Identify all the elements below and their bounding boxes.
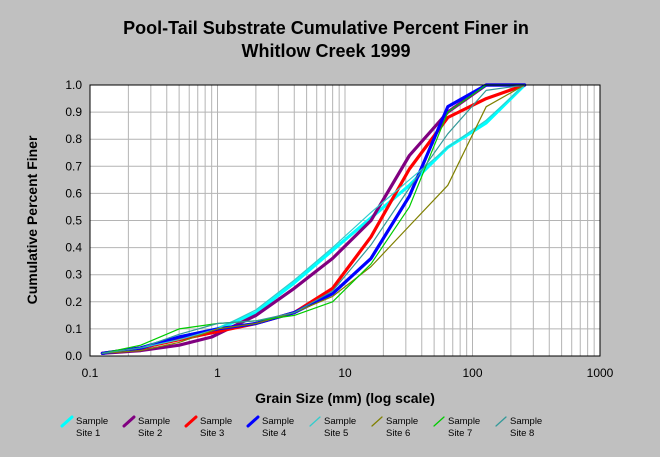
legend-swatch: [122, 415, 136, 428]
x-tick-label: 0.1: [82, 366, 99, 380]
legend-label: Site 3: [200, 428, 224, 439]
legend-label: Site 6: [386, 428, 410, 439]
series-line-7: [101, 84, 526, 354]
x-tick-label: 1000: [587, 366, 614, 380]
legend-swatch: [371, 416, 383, 427]
y-tick-label: 0.7: [65, 159, 82, 173]
y-tick-label: 0.8: [65, 132, 82, 146]
series-lines: [100, 83, 527, 355]
legend-label: Site 7: [448, 428, 472, 439]
y-tick-label: 0.1: [65, 322, 82, 336]
legend-swatch: [495, 416, 507, 427]
grid: [90, 85, 600, 356]
y-tick-label: 0.2: [65, 295, 82, 309]
legend-label: Sample: [262, 416, 294, 427]
x-tick-label: 100: [462, 366, 482, 380]
chart-subtitle: Whitlow Creek 1999: [241, 41, 410, 61]
series-line-5: [101, 84, 526, 354]
legend-swatch: [309, 416, 321, 427]
y-tick-label: 0.3: [65, 268, 82, 282]
legend-label: Sample: [386, 416, 418, 427]
legend-swatch: [184, 415, 198, 428]
legend-label: Sample: [448, 416, 480, 427]
legend-swatch: [433, 416, 445, 427]
y-tick-label: 0.9: [65, 105, 82, 119]
x-tick-label: 1: [214, 366, 221, 380]
legend-label: Site 1: [76, 428, 100, 439]
legend-label: Sample: [324, 416, 356, 427]
legend-label: Sample: [76, 416, 108, 427]
plot-frame: [89, 84, 601, 357]
y-tick-label: 0.0: [65, 349, 82, 363]
legend-label: Site 5: [324, 428, 348, 439]
series-line-6: [101, 84, 526, 354]
y-axis-label: Cumulative Percent Finer: [24, 135, 40, 304]
legend-label: Site 8: [510, 428, 534, 439]
y-tick-label: 0.4: [65, 241, 82, 255]
legend-label: Site 2: [138, 428, 162, 439]
legend-swatch: [60, 415, 74, 428]
x-axis-ticks: 0.1 1 10 100 1000: [82, 366, 614, 380]
legend-label: Sample: [138, 416, 170, 427]
chart-title: Pool-Tail Substrate Cumulative Percent F…: [123, 18, 529, 38]
legend-label: Sample: [510, 416, 542, 427]
y-tick-label: 0.5: [65, 214, 82, 228]
legend-label: Sample: [200, 416, 232, 427]
x-tick-label: 10: [338, 366, 352, 380]
y-tick-label: 1.0: [65, 78, 82, 92]
y-axis-ticks: 0.0 0.1 0.2 0.3 0.4 0.5 0.6 0.7 0.8 0.9 1.0: [65, 78, 82, 363]
series-line-4: [100, 83, 527, 355]
legend-label: Site 4: [262, 428, 286, 439]
legend-swatch: [246, 415, 260, 428]
series-line-8: [101, 84, 526, 354]
y-tick-label: 0.6: [65, 186, 82, 200]
x-axis-label: Grain Size (mm) (log scale): [255, 390, 435, 406]
